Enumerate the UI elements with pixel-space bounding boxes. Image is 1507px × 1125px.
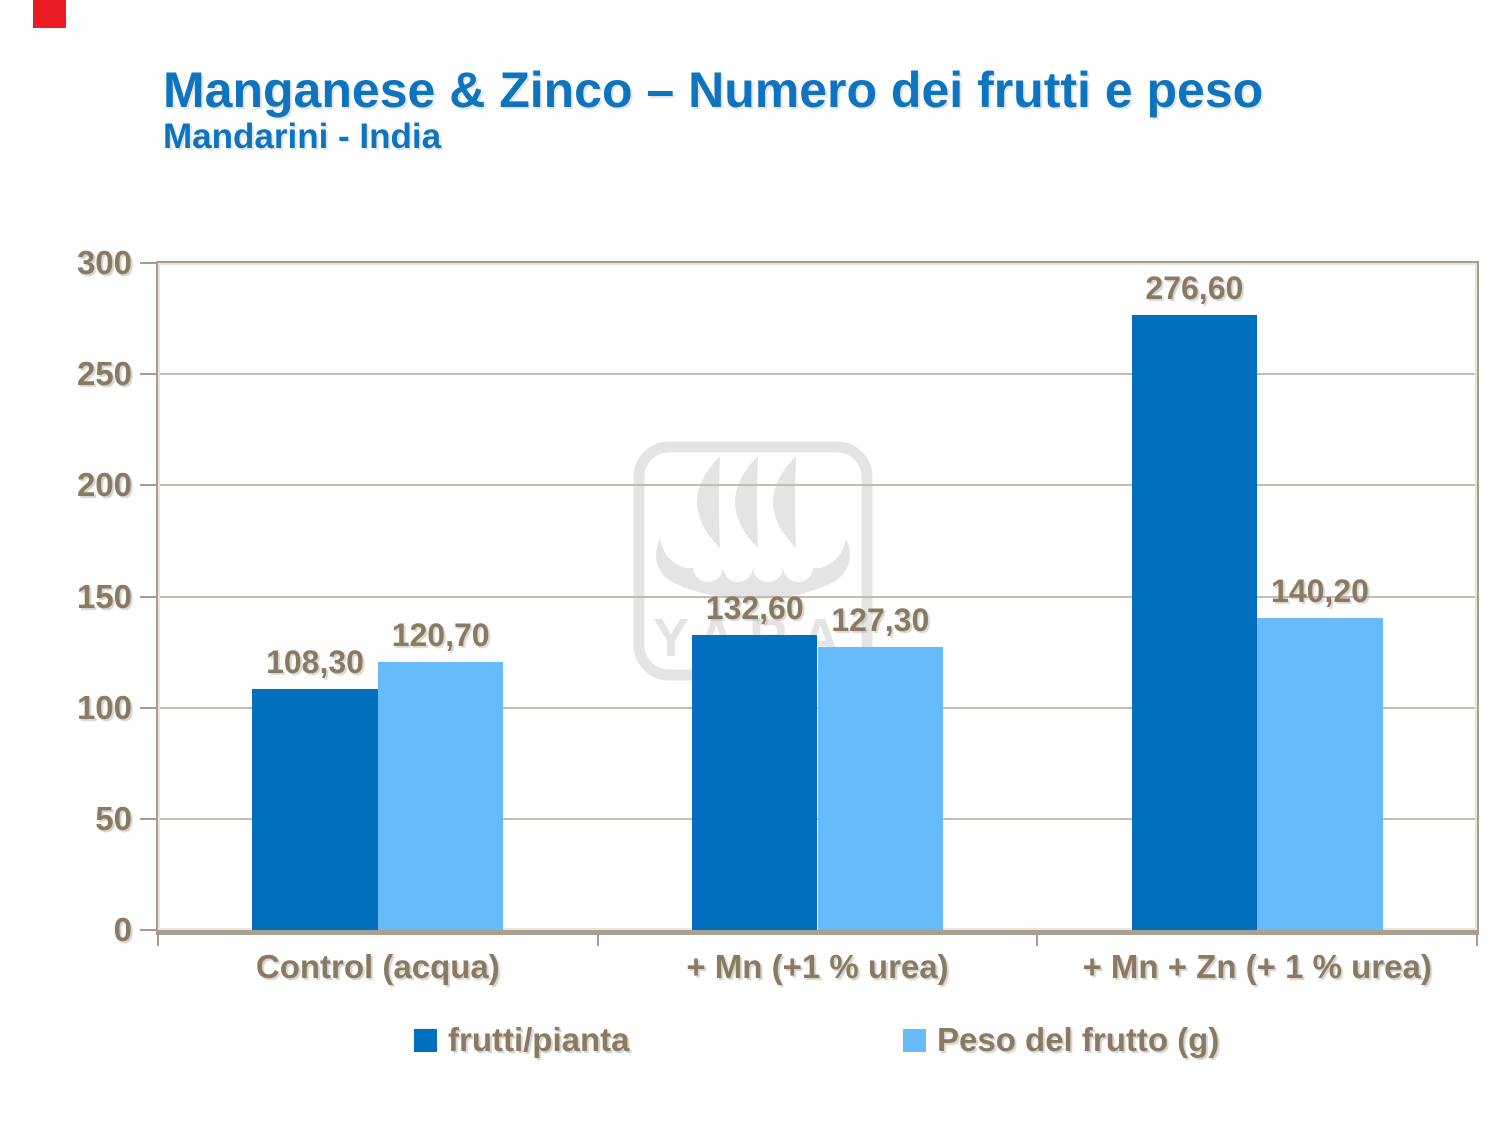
viking-ship-icon: [656, 456, 850, 599]
y-axis-tick-200: [140, 484, 157, 487]
x-axis-tick-1: [596, 933, 599, 946]
y-axis-tick-50: [140, 817, 157, 820]
x-axis-tick-3: [1476, 933, 1478, 946]
legend-label-2: Peso del frutto (g): [937, 1021, 1220, 1058]
y-axis-label-250: 250: [76, 355, 132, 393]
gridline-250: [158, 373, 1477, 376]
bar-value-label-series1-cat2: 132,60: [705, 590, 804, 627]
x-axis-tick-0: [157, 933, 159, 946]
y-axis-tick-250: [140, 373, 157, 376]
y-axis-label-100: 100: [76, 688, 132, 726]
bar-series2-cat1: [377, 661, 504, 930]
x-axis-tick-2: [1036, 933, 1039, 946]
legend-label-1: frutti/pianta: [448, 1021, 630, 1058]
bar-value-label-series1-cat3: 276,60: [1145, 270, 1244, 307]
x-axis-category-label-2: + Mn (+1 % urea): [686, 948, 949, 985]
y-axis-label-300: 300: [76, 244, 132, 281]
y-axis-tick-0: [140, 929, 157, 931]
y-axis-label-0: 0: [113, 911, 132, 948]
bar-series2-cat2: [817, 646, 944, 930]
y-axis-label-150: 150: [76, 577, 132, 615]
y-axis-tick-100: [140, 706, 157, 709]
bar-series2-cat3: [1257, 618, 1383, 930]
chart-title: Manganese & Zinco – Numero dei frutti e …: [163, 62, 1264, 118]
legend-swatch-2: [903, 1028, 926, 1052]
bar-value-label-series2-cat3: 140,20: [1271, 573, 1369, 610]
y-axis-label-50: 50: [95, 799, 132, 837]
y-axis-tick-150: [140, 595, 157, 598]
chart-subtitle: Mandarini - India: [163, 117, 442, 156]
bar-value-label-series1-cat1: 108,30: [266, 644, 364, 681]
gridline-200: [158, 484, 1477, 487]
x-axis-category-label-3: + Mn + Zn (+ 1 % urea): [1082, 948, 1432, 985]
legend-item-2: Peso del frutto (g): [903, 1018, 1219, 1062]
bar-series1-cat3: [1131, 315, 1258, 930]
x-axis-category-label-1: Control (acqua): [255, 948, 500, 985]
y-axis-tick-300: [140, 262, 157, 264]
legend-item-1: frutti/pianta: [414, 1018, 629, 1062]
y-axis-label-200: 200: [76, 466, 132, 504]
red-corner-tag: [33, 0, 66, 28]
legend-swatch-1: [414, 1028, 437, 1052]
bar-value-label-series2-cat1: 120,70: [391, 616, 490, 653]
bar-series1-cat2: [691, 635, 818, 930]
gridline-150: [158, 595, 1477, 598]
bar-series1-cat1: [252, 689, 378, 930]
bar-value-label-series2-cat2: 127,30: [831, 601, 930, 638]
